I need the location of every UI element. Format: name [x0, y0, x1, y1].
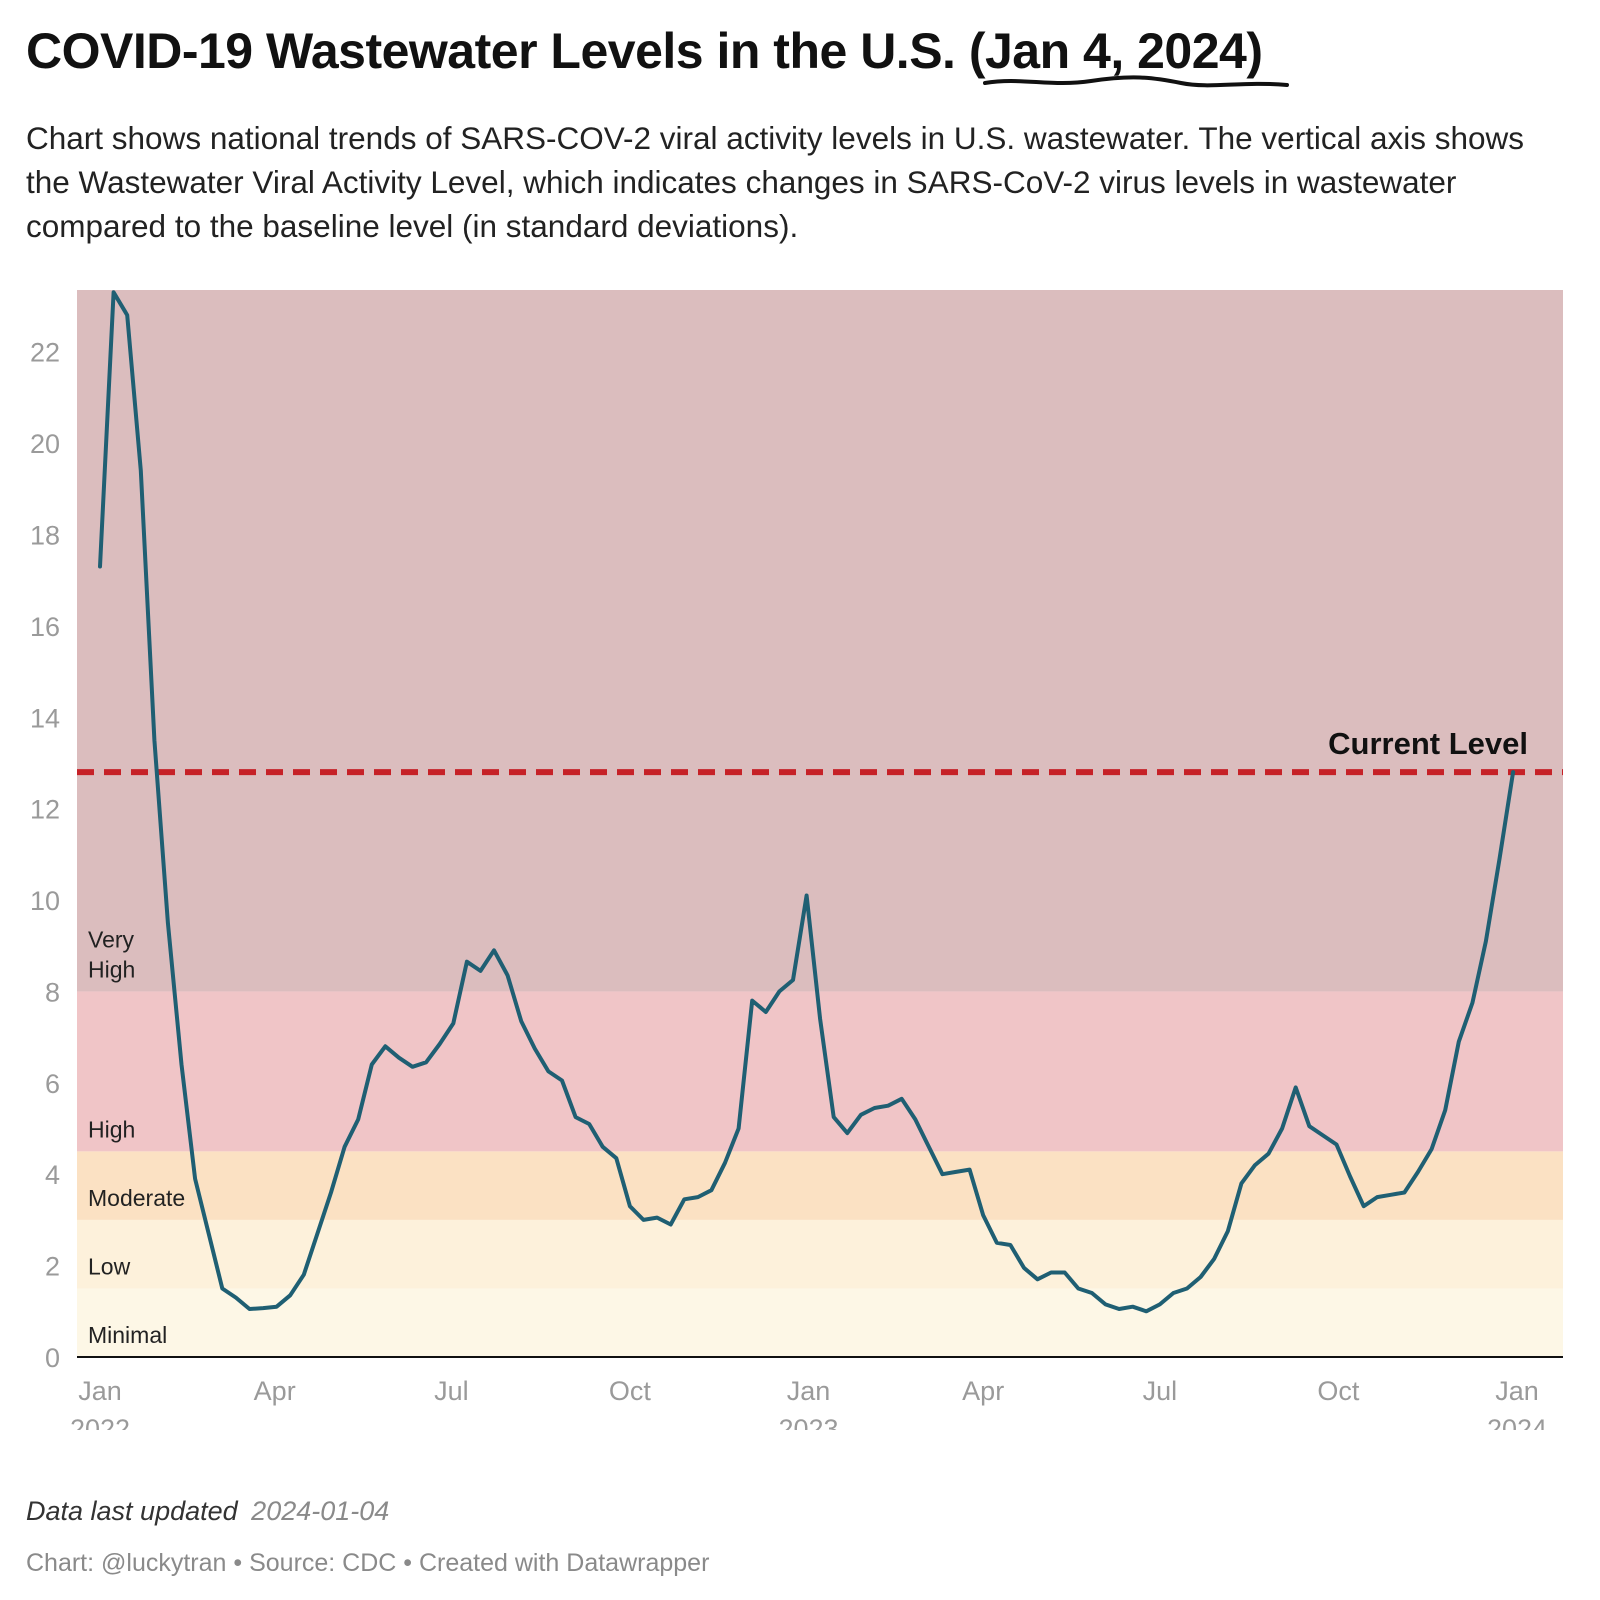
current-level-label: Current Level — [1328, 726, 1528, 761]
x-tick-label: Jul — [1143, 1376, 1178, 1406]
y-axis: 0 2 4 6 8 10 12 14 16 18 20 22 — [30, 338, 60, 1373]
y-tick-label: 10 — [30, 886, 60, 916]
x-tick-label: Oct — [609, 1376, 652, 1406]
y-tick-label: 18 — [30, 520, 60, 550]
x-tick-label: Jul — [434, 1376, 469, 1406]
title-suffix: ) — [1246, 23, 1263, 79]
chart-area: Minimal Low Moderate High Very High 0 2 4 6 8 10 12… — [30, 290, 1563, 1430]
handwritten-underline-icon — [982, 75, 1289, 88]
last-updated-date: 2024-01-04 — [245, 1496, 395, 1526]
title-prefix: COVID-19 Wastewater Levels in the U.S. ( — [26, 23, 985, 79]
series-wastewater-level — [98, 290, 1516, 1314]
band-low — [77, 1219, 1563, 1289]
chart-title: COVID-19 Wastewater Levels in the U.S. (… — [26, 22, 1586, 88]
y-tick-label: 20 — [30, 429, 60, 459]
band-minimal — [77, 1288, 1563, 1357]
band-label-moderate: Moderate — [88, 1185, 185, 1211]
chart-subtitle: Chart shows national trends of SARS-COV-… — [26, 120, 1525, 244]
x-tick-label: Jan — [787, 1376, 831, 1406]
last-updated-note: Data last updated 2024-01-04 — [26, 1496, 395, 1527]
current-level-reference: Current Level — [77, 726, 1563, 776]
series-line — [98, 290, 1516, 1314]
y-tick-label: 8 — [45, 977, 60, 1007]
y-tick-label: 16 — [30, 612, 60, 642]
x-tick-label: Jan — [1495, 1376, 1539, 1406]
x-tick-label: Apr — [962, 1376, 1004, 1406]
y-tick-label: 14 — [30, 703, 60, 733]
y-tick-label: 0 — [45, 1343, 60, 1373]
level-band-labels: Minimal Low Moderate High Very High — [88, 926, 185, 1348]
x-tick-year-label: 2022 — [70, 1414, 130, 1430]
level-bands — [77, 290, 1563, 1357]
x-tick-year-label: 2024 — [1487, 1414, 1547, 1430]
x-tick-label: Oct — [1317, 1376, 1360, 1406]
band-moderate — [77, 1151, 1563, 1220]
chart-credit: Chart: @luckytran • Source: CDC • Create… — [26, 1549, 710, 1577]
band-label-high: High — [88, 1116, 135, 1142]
last-updated-label: Data last updated — [26, 1496, 238, 1526]
band-very-high — [77, 290, 1563, 992]
x-axis: Jan 2022 Apr Jul Oct Jan 2023 Apr Jul Oct Jan 2024 — [70, 1356, 1563, 1430]
y-tick-label: 22 — [30, 338, 60, 368]
y-tick-label: 4 — [45, 1160, 60, 1190]
y-tick-label: 2 — [45, 1252, 60, 1282]
x-tick-year-label: 2023 — [778, 1414, 838, 1430]
band-label-minimal: Minimal — [88, 1322, 167, 1348]
y-tick-label: 12 — [30, 795, 60, 825]
title-date: Jan 4, 2024 — [982, 23, 1289, 88]
band-label-low: Low — [88, 1253, 131, 1279]
band-label-very-high: Very High — [88, 926, 135, 982]
x-tick-label: Jan — [78, 1376, 122, 1406]
y-tick-label: 6 — [45, 1069, 60, 1099]
x-tick-label: Apr — [254, 1376, 296, 1406]
title-date-text: Jan 4, 2024 — [984, 23, 1247, 79]
